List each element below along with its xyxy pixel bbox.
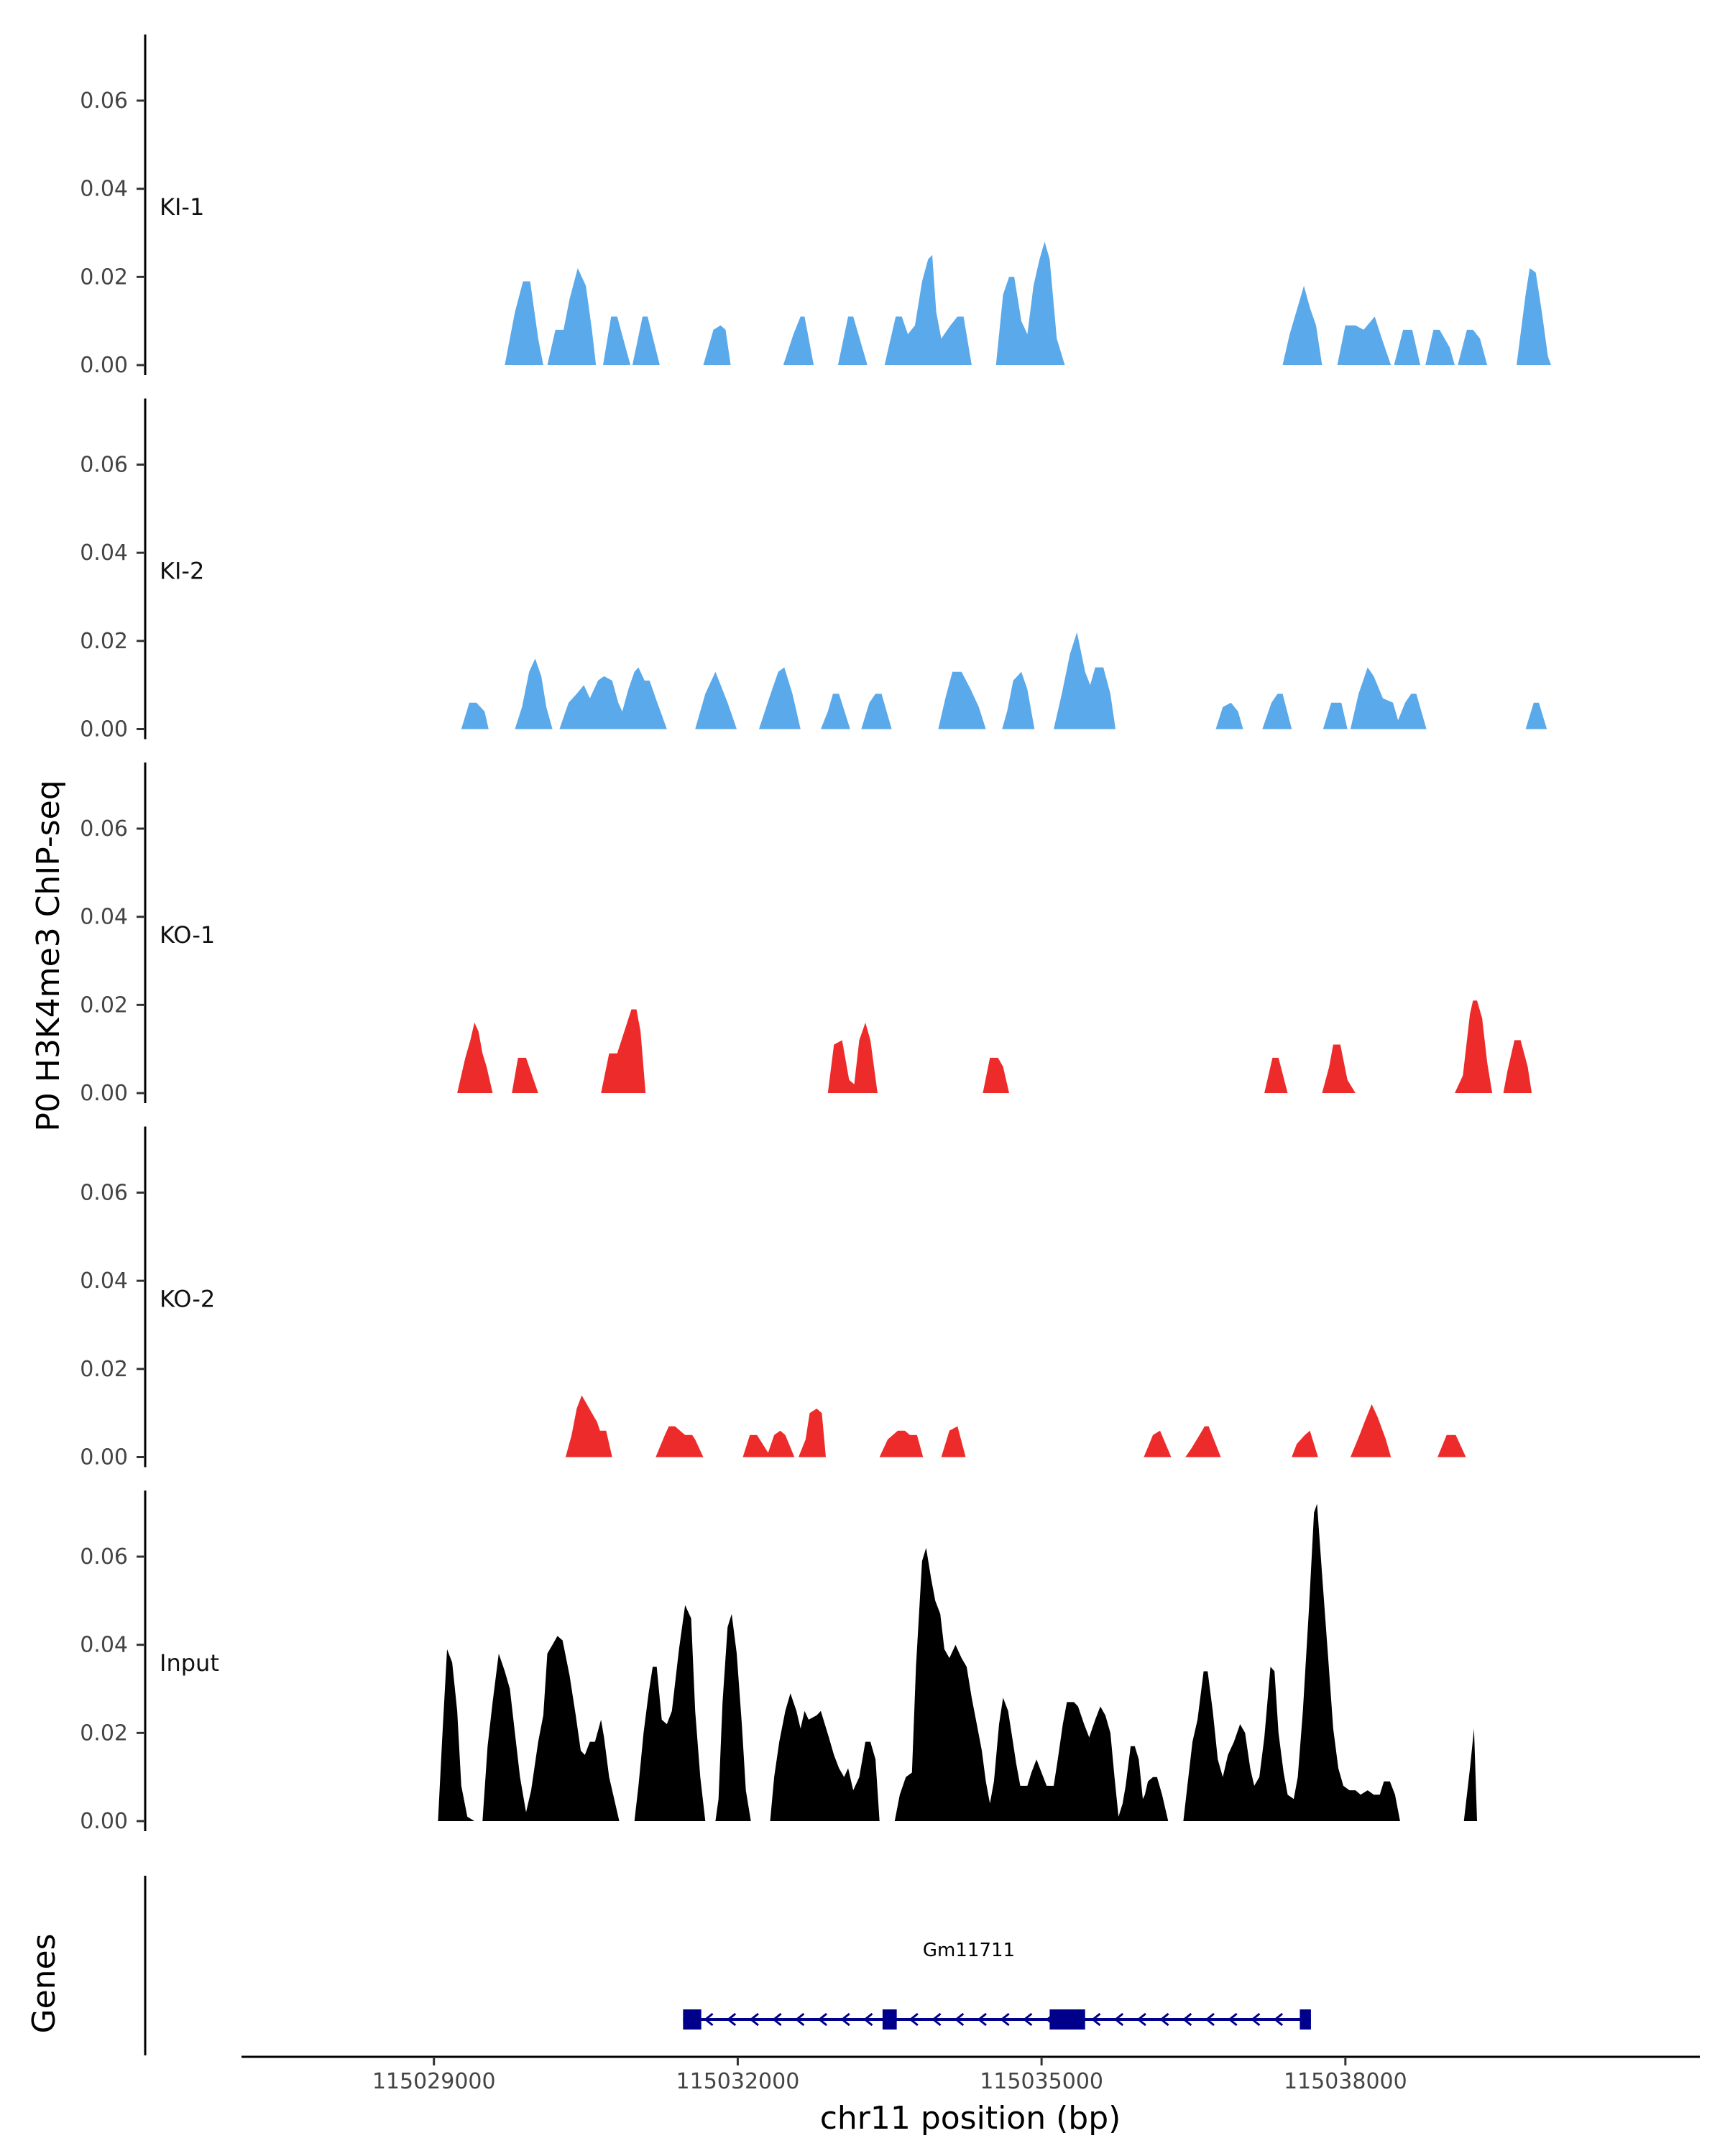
y-tick-label: 0.02 (80, 1357, 128, 1382)
y-tick-label: 0.00 (80, 1081, 128, 1106)
strand-arrow-icon (772, 2012, 782, 2027)
y-tick-label: 0.04 (80, 1268, 128, 1294)
strand-arrow-icon (749, 2012, 759, 2027)
y-axis-title: P0 H3K4me3 ChIP-seq (30, 780, 67, 1131)
coverage-area-ko-1 (457, 1000, 1532, 1093)
track-input: 0.00 0.02 0.04 0.06 Input (80, 1491, 1477, 1834)
gene-exon (1049, 2009, 1085, 2030)
strand-arrow-icon (726, 2012, 737, 2027)
strand-arrow-icon (1091, 2012, 1101, 2027)
coverage-area-ki-1 (505, 241, 1551, 365)
y-tick-label: 0.02 (80, 264, 128, 290)
x-tick-label: 115038000 (1284, 2069, 1407, 2094)
track-label-ki-2: KI-2 (160, 558, 204, 585)
y-tick-label: 0.06 (80, 88, 128, 114)
strand-arrow-icon (1159, 2012, 1169, 2027)
strand-arrow-icon (932, 2012, 942, 2027)
genes-track-title: Genes (26, 1933, 63, 2033)
y-tick-label: 0.04 (80, 540, 128, 566)
gene-model (683, 2009, 1311, 2030)
gene-label: Gm11711 (923, 1940, 1015, 1961)
y-tick-label: 0.02 (80, 1720, 128, 1746)
strand-arrow-icon (1228, 2012, 1238, 2027)
y-tick-label: 0.04 (80, 1633, 128, 1658)
track-label-ko-1: KO-1 (160, 921, 215, 949)
strand-arrow-icon (1000, 2012, 1010, 2027)
coverage-area-ko-2 (565, 1395, 1466, 1457)
y-tick-label: 0.04 (80, 177, 128, 202)
strand-arrow-icon (1182, 2012, 1192, 2027)
tracks-group: 0.00 0.02 0.04 0.06 KI-1 0.00 0.02 0.04 0.06 KI-2… (80, 34, 1551, 1834)
y-tick-label: 0.00 (80, 1809, 128, 1834)
strand-arrow-icon (1273, 2012, 1284, 2027)
y-tick-label: 0.06 (80, 816, 128, 842)
strand-arrow-icon (1136, 2012, 1146, 2027)
track-label-input: Input (160, 1649, 219, 1677)
strand-arrow-icon (817, 2012, 828, 2027)
gene-exon (1300, 2009, 1311, 2030)
y-tick-label: 0.06 (80, 453, 128, 478)
track-label-ki-1: KI-1 (160, 193, 204, 221)
strand-arrow-icon (954, 2012, 965, 2027)
track-label-ko-2: KO-2 (160, 1286, 215, 1313)
strand-arrow-icon (977, 2012, 987, 2027)
x-axis-ticks: 115029000 115032000 115035000 115038000 (372, 2057, 1407, 2094)
x-axis-title: chr11 position (bp) (820, 2100, 1121, 2137)
strand-arrow-icon (1251, 2012, 1261, 2027)
gene-exon (683, 2009, 702, 2030)
strand-arrow-icon (704, 2012, 714, 2027)
strand-arrow-icon (1205, 2012, 1215, 2027)
x-tick-label: 115032000 (676, 2069, 800, 2094)
y-tick-label: 0.04 (80, 905, 128, 930)
strand-arrow-icon (863, 2012, 873, 2027)
strand-arrow-icon (1023, 2012, 1033, 2027)
strand-arrow-icon (794, 2012, 805, 2027)
track-ki-1: 0.00 0.02 0.04 0.06 KI-1 (80, 34, 1551, 378)
strand-arrow-icon (1113, 2012, 1124, 2027)
x-tick-label: 115035000 (980, 2069, 1103, 2094)
coverage-area-ki-2 (461, 632, 1547, 729)
y-tick-label: 0.00 (80, 717, 128, 742)
track-ko-2: 0.00 0.02 0.04 0.06 KO-2 (80, 1126, 1466, 1470)
track-ki-2: 0.00 0.02 0.04 0.06 KI-2 (80, 398, 1547, 742)
gene-exon (882, 2009, 897, 2030)
y-tick-label: 0.02 (80, 992, 128, 1018)
y-tick-label: 0.00 (80, 1445, 128, 1470)
y-tick-label: 0.06 (80, 1544, 128, 1570)
track-ko-1: 0.00 0.02 0.04 0.06 KO-1 (80, 763, 1532, 1106)
x-tick-label: 115029000 (372, 2069, 496, 2094)
y-tick-label: 0.00 (80, 353, 128, 378)
y-tick-label: 0.06 (80, 1181, 128, 1206)
strand-arrow-icon (840, 2012, 850, 2027)
strand-arrow-icon (908, 2012, 919, 2027)
coverage-area-input (438, 1503, 1477, 1821)
y-tick-label: 0.02 (80, 629, 128, 654)
